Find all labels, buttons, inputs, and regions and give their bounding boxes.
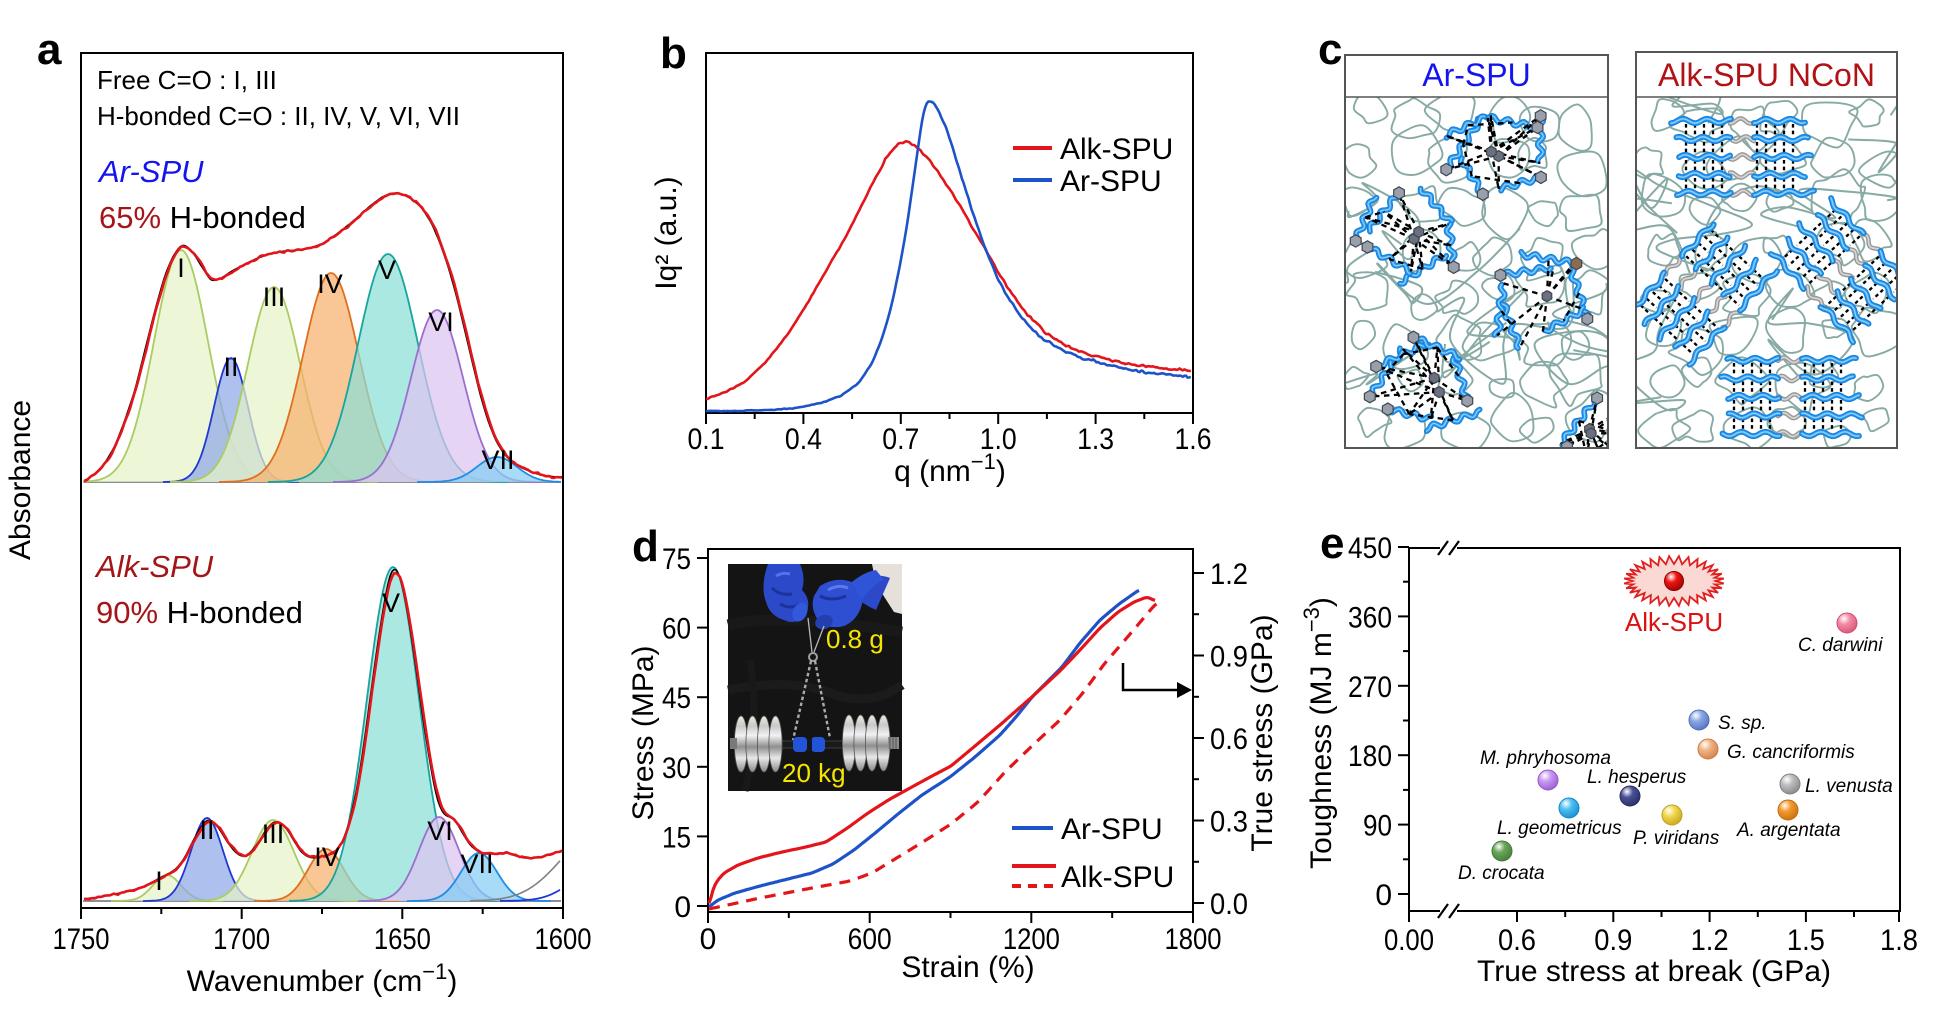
- svg-text:d: d: [632, 522, 659, 571]
- svg-text:L. venusta: L. venusta: [1805, 776, 1893, 797]
- svg-text:Stress (MPa): Stress (MPa): [627, 645, 660, 820]
- svg-text:A. argentata: A. argentata: [1736, 820, 1841, 841]
- svg-text:II: II: [199, 815, 214, 845]
- svg-text:Absorbance: Absorbance: [4, 400, 37, 560]
- svg-text:1700: 1700: [213, 923, 270, 956]
- svg-text:VI: VI: [427, 816, 453, 846]
- svg-text:Alk-SPU NCoN: Alk-SPU NCoN: [1658, 57, 1875, 93]
- svg-text:Alk-SPU: Alk-SPU: [94, 549, 214, 584]
- svg-text:0: 0: [700, 923, 717, 956]
- svg-text:0.3: 0.3: [1210, 806, 1248, 839]
- svg-text:180: 180: [1348, 740, 1392, 773]
- svg-text:c: c: [1318, 25, 1342, 74]
- svg-text:0.6: 0.6: [1498, 924, 1536, 957]
- svg-text:0.0: 0.0: [1210, 888, 1248, 921]
- svg-text:Iq² (a.u.): Iq² (a.u.): [650, 176, 683, 289]
- svg-text:S. sp.: S. sp.: [1718, 713, 1767, 734]
- svg-text:Wavenumber (cm−1): Wavenumber (cm−1): [187, 959, 458, 998]
- svg-text:I: I: [177, 253, 185, 283]
- svg-text:b: b: [660, 29, 687, 78]
- svg-text:75: 75: [662, 543, 691, 576]
- svg-text:Free C=O : I, III: Free C=O : I, III: [97, 65, 277, 95]
- svg-text:M. phryhosoma: M. phryhosoma: [1480, 748, 1611, 769]
- svg-text:360: 360: [1348, 601, 1392, 634]
- svg-text:1.3: 1.3: [1077, 423, 1114, 456]
- svg-text:Alk-SPU: Alk-SPU: [1625, 607, 1723, 637]
- svg-text:60: 60: [662, 613, 691, 646]
- svg-text:0: 0: [674, 891, 691, 924]
- svg-text:C. darwini: C. darwini: [1798, 635, 1883, 656]
- svg-text:1600: 1600: [535, 923, 592, 956]
- svg-text:IV: IV: [314, 842, 340, 872]
- svg-text:True stress (GPa): True stress (GPa): [1246, 614, 1279, 851]
- svg-text:P. viridans: P. viridans: [1633, 828, 1720, 849]
- svg-text:15: 15: [662, 821, 691, 854]
- svg-text:VII: VII: [481, 445, 514, 475]
- svg-text:L. hesperus: L. hesperus: [1587, 767, 1687, 788]
- svg-text:e: e: [1320, 519, 1344, 568]
- svg-text:1.8: 1.8: [1880, 924, 1918, 957]
- svg-text:III: III: [262, 819, 285, 849]
- svg-text:45: 45: [662, 682, 691, 715]
- svg-text:0.00: 0.00: [1384, 924, 1434, 957]
- svg-text:1.2: 1.2: [1210, 558, 1248, 591]
- svg-text:1800: 1800: [1165, 923, 1222, 956]
- svg-text:I: I: [155, 866, 163, 896]
- svg-text:65% H-bonded: 65% H-bonded: [99, 200, 306, 235]
- svg-text:90% H-bonded: 90% H-bonded: [96, 595, 303, 630]
- svg-text:20 kg: 20 kg: [782, 758, 846, 788]
- svg-text:0.7: 0.7: [882, 423, 919, 456]
- svg-text:V: V: [378, 255, 396, 285]
- svg-text:270: 270: [1348, 671, 1392, 704]
- svg-text:D. crocata: D. crocata: [1458, 863, 1545, 884]
- svg-text:1750: 1750: [53, 923, 110, 956]
- svg-text:Strain (%): Strain (%): [901, 951, 1034, 984]
- svg-text:Alk-SPU: Alk-SPU: [1060, 133, 1173, 166]
- svg-text:III: III: [263, 282, 286, 312]
- svg-text:0.9: 0.9: [1594, 924, 1632, 957]
- svg-text:Ar-SPU: Ar-SPU: [1422, 57, 1530, 93]
- svg-text:Ar-SPU: Ar-SPU: [1061, 813, 1163, 846]
- svg-text:Toughness (MJ m−3): Toughness (MJ m−3): [1299, 597, 1338, 869]
- svg-text:a: a: [37, 25, 62, 74]
- svg-text:H-bonded C=O : II, IV, V, VI,: H-bonded C=O : II, IV, V, VI, VII: [97, 101, 460, 131]
- svg-text:IV: IV: [317, 269, 343, 299]
- svg-text:30: 30: [662, 752, 691, 785]
- svg-text:Alk-SPU: Alk-SPU: [1061, 861, 1174, 894]
- svg-text:90: 90: [1363, 810, 1392, 843]
- svg-text:0.6: 0.6: [1210, 723, 1248, 756]
- svg-text:1650: 1650: [374, 923, 431, 956]
- svg-text:0.9: 0.9: [1210, 641, 1248, 674]
- svg-text:1.2: 1.2: [1691, 924, 1729, 957]
- svg-text:0.4: 0.4: [785, 423, 822, 456]
- svg-text:0.8 g: 0.8 g: [826, 624, 884, 654]
- svg-text:600: 600: [848, 923, 892, 956]
- svg-text:Ar-SPU: Ar-SPU: [97, 154, 204, 189]
- svg-text:True stress at break (GPa): True stress at break (GPa): [1477, 955, 1831, 988]
- svg-text:0.1: 0.1: [688, 423, 725, 456]
- svg-text:II: II: [223, 352, 238, 382]
- svg-text:450: 450: [1348, 532, 1392, 565]
- svg-text:1.5: 1.5: [1787, 924, 1825, 957]
- svg-text:VII: VII: [460, 849, 493, 879]
- svg-text:0: 0: [1375, 879, 1392, 912]
- svg-text:G. cancriformis: G. cancriformis: [1727, 742, 1855, 763]
- svg-text:1.6: 1.6: [1175, 423, 1212, 456]
- svg-text:V: V: [382, 588, 400, 618]
- svg-text:VI: VI: [428, 307, 454, 337]
- svg-text:L. geometricus: L. geometricus: [1497, 818, 1622, 839]
- svg-text:Ar-SPU: Ar-SPU: [1060, 165, 1162, 198]
